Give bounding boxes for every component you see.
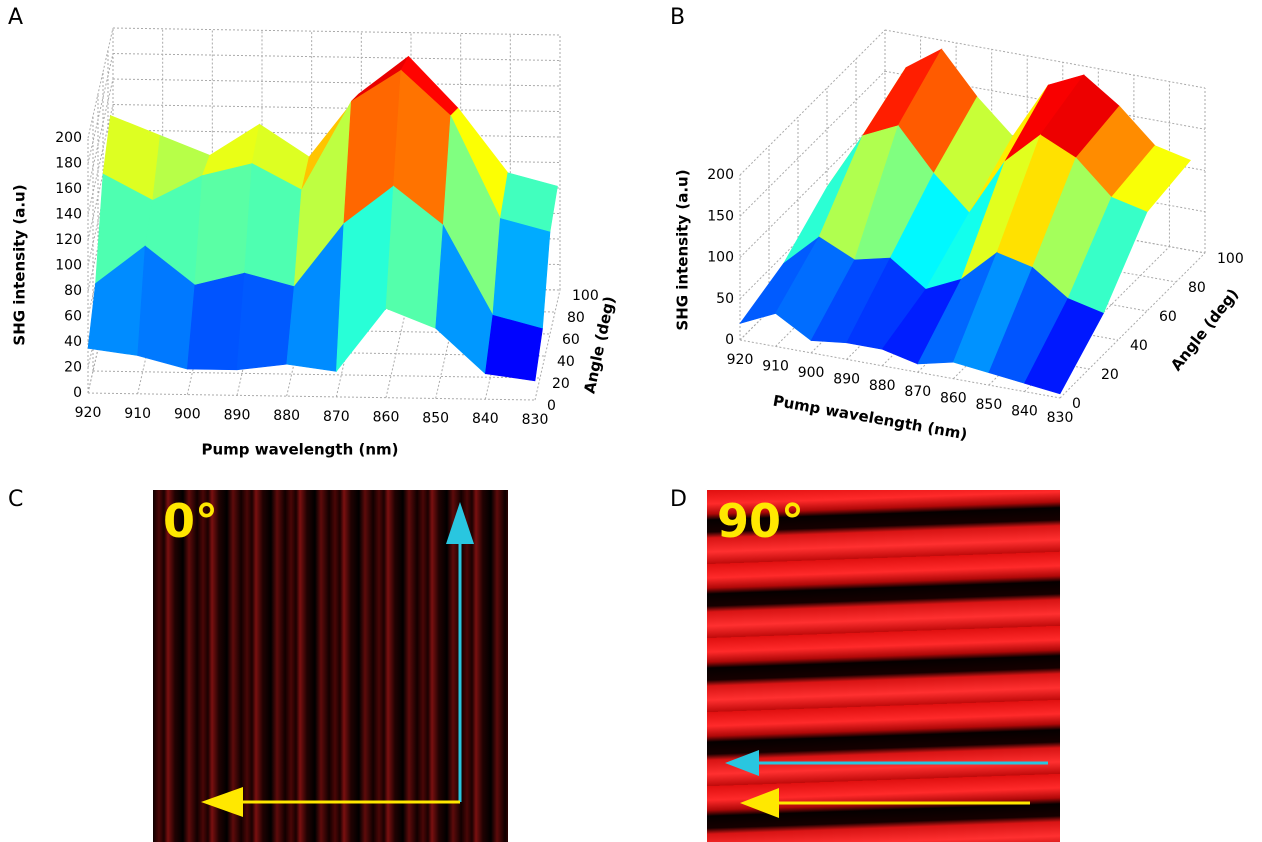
x-tick-label: 840 [472,411,499,427]
grid-line [87,78,114,190]
y-tick-label: 20 [552,376,570,392]
z-tick-label: 100 [707,250,734,266]
image-label: 90° [717,494,805,548]
grid-line [112,129,561,138]
y-tick-label: 80 [567,310,585,326]
z-tick-label: 150 [707,208,734,224]
arrows [725,750,1048,818]
grid-line [87,53,114,164]
y-axis-title: Angle (deg) [580,295,618,396]
surface-patch [492,218,551,330]
y-tick-label: 0 [1072,396,1081,412]
z-tick-label: 80 [64,283,82,299]
x-tick-label: 920 [727,352,754,368]
y-tick-label: 60 [1159,309,1177,325]
x-tick-label: 830 [522,412,549,428]
surface-patch [484,314,543,382]
panel-label: C [8,487,23,512]
x-tick-label: 850 [976,397,1003,413]
x-tick-label: 910 [124,406,151,422]
x-tick-label: 860 [940,391,967,407]
x-tick-label: 880 [273,408,300,424]
z-axis-title: SHG intensity (a.u) [674,169,692,330]
x-tick-label: 890 [833,371,860,387]
z-tick-label: 200 [55,130,82,146]
z-tick-label: 120 [55,232,82,248]
z-tick-label: 140 [55,207,82,223]
x-tick-label: 850 [422,410,449,426]
grid-line [87,129,114,241]
surface-patch [236,272,295,371]
x-tick-label: 900 [174,407,201,423]
y-tick-label: 80 [1188,280,1206,296]
x-tick-label: 870 [904,384,931,400]
z-axis-title: SHG intensity (a.u) [11,184,29,345]
y-tick-label: 60 [562,332,580,348]
x-tick-label: 900 [798,365,825,381]
y-tick-label: 40 [1130,338,1148,354]
grid-line [112,53,561,61]
grid-line [87,27,114,139]
y-tick-label: 40 [557,354,575,370]
panel-label: A [8,5,23,30]
x-tick-label: 830 [1047,410,1074,426]
x-tick-label: 860 [373,410,400,426]
grid-line [534,289,561,401]
y-axis-title: Angle (deg) [1167,285,1242,374]
x-axis-title: Pump wavelength (nm) [201,441,398,459]
grid-line [385,287,412,398]
grid-line [112,78,561,87]
z-tick-label: 160 [55,181,82,197]
micrograph: 90° [707,490,1060,842]
x-tick-label: 870 [323,409,350,425]
x-tick-label: 840 [1011,404,1038,420]
surface-patch [187,272,245,371]
y-tick-label: 100 [1217,251,1244,267]
arrows [201,502,474,817]
grid-line [112,27,561,36]
z-tick-label: 40 [64,334,82,350]
grid-line [435,288,462,399]
micrograph: 0° [153,490,508,842]
z-tick-label: 180 [55,156,82,172]
y-tick-label: 20 [1101,367,1119,383]
x-tick-label: 890 [224,407,251,423]
image-label: 0° [163,494,219,548]
y-tick-label: 100 [572,288,599,304]
z-tick-label: 200 [707,167,734,183]
surface-patch [194,163,253,286]
grid-line [87,104,114,215]
z-tick-label: 0 [73,385,82,401]
z-tick-label: 20 [64,360,82,376]
x-tick-label: 910 [762,358,789,374]
panel-label: B [670,5,685,30]
x-tick-label: 880 [869,378,896,394]
grid-line [92,370,541,379]
panel-label: D [670,487,687,512]
z-tick-label: 0 [725,332,734,348]
x-tick-label: 920 [75,405,102,421]
z-tick-label: 50 [716,291,734,307]
z-tick-label: 100 [55,258,82,274]
grid-line [112,104,561,112]
surface-patch [1024,298,1104,395]
y-tick-label: 0 [547,398,556,414]
z-tick-label: 60 [64,309,82,325]
grid-line [87,392,536,401]
